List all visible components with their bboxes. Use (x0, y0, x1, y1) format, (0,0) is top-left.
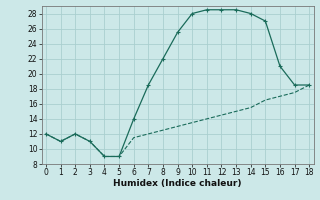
X-axis label: Humidex (Indice chaleur): Humidex (Indice chaleur) (113, 179, 242, 188)
